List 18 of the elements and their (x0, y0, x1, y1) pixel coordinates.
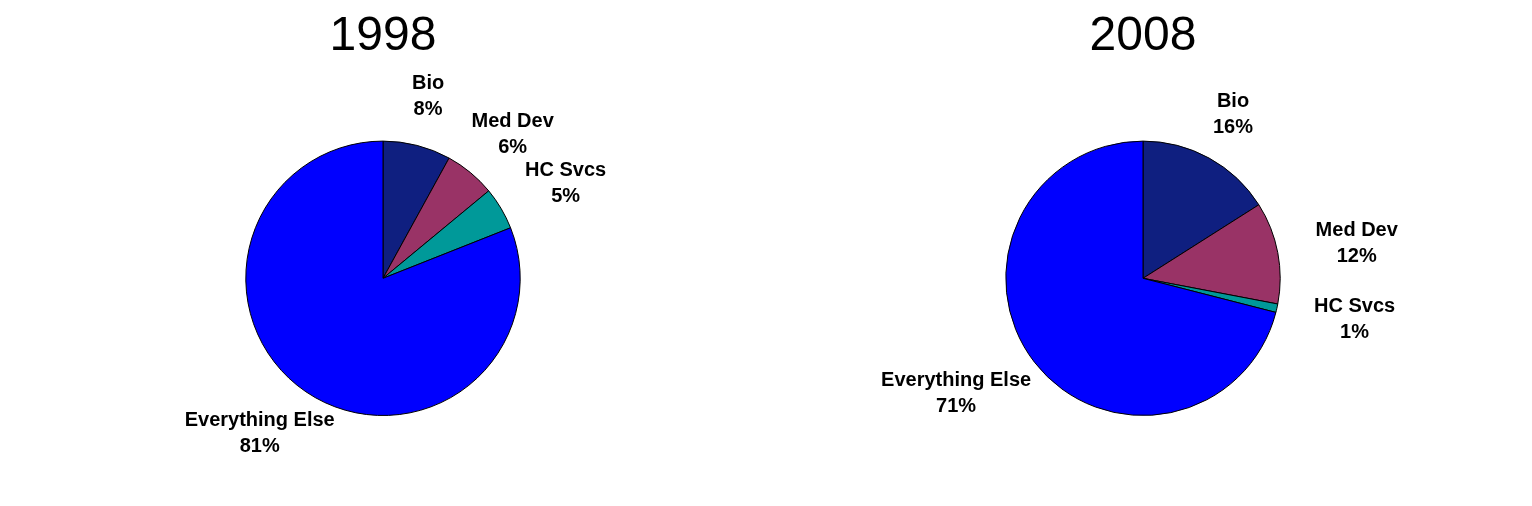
data-label: 6% (498, 134, 528, 157)
slice-label: HC Svcs (525, 157, 607, 180)
data-label: 8% (413, 97, 443, 120)
slice-label: Med Dev (471, 108, 555, 131)
slice-label: Bio (411, 71, 445, 94)
slice-label: Everything Else (184, 407, 335, 430)
chart-title: 1998 (329, 7, 437, 61)
slice-label: HC Svcs (1314, 293, 1396, 316)
data-label: 16% (1213, 114, 1254, 137)
data-label: 1% (1340, 319, 1370, 342)
slice-label: Everything Else (881, 367, 1032, 390)
data-label: 71% (936, 393, 977, 416)
data-label: 5% (551, 183, 581, 206)
slice-label: Med Dev (1315, 217, 1399, 240)
data-label: 12% (1336, 243, 1377, 266)
data-label: 81% (239, 433, 280, 456)
slice-label: Bio (1216, 88, 1250, 111)
chart-title: 2008 (1089, 7, 1197, 61)
